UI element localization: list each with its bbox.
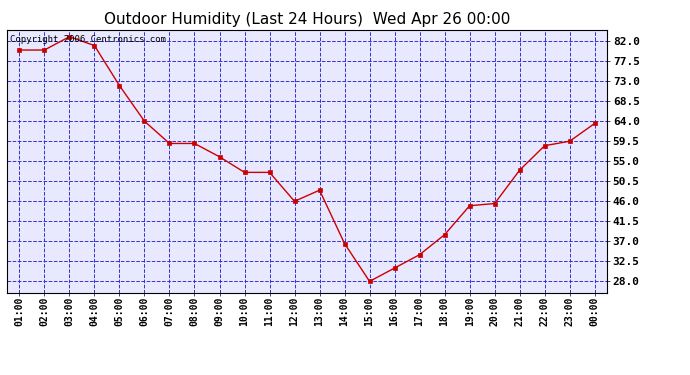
Text: Copyright 2006 Centronics.com: Copyright 2006 Centronics.com [10,35,166,44]
Title: Outdoor Humidity (Last 24 Hours)  Wed Apr 26 00:00: Outdoor Humidity (Last 24 Hours) Wed Apr… [104,12,510,27]
